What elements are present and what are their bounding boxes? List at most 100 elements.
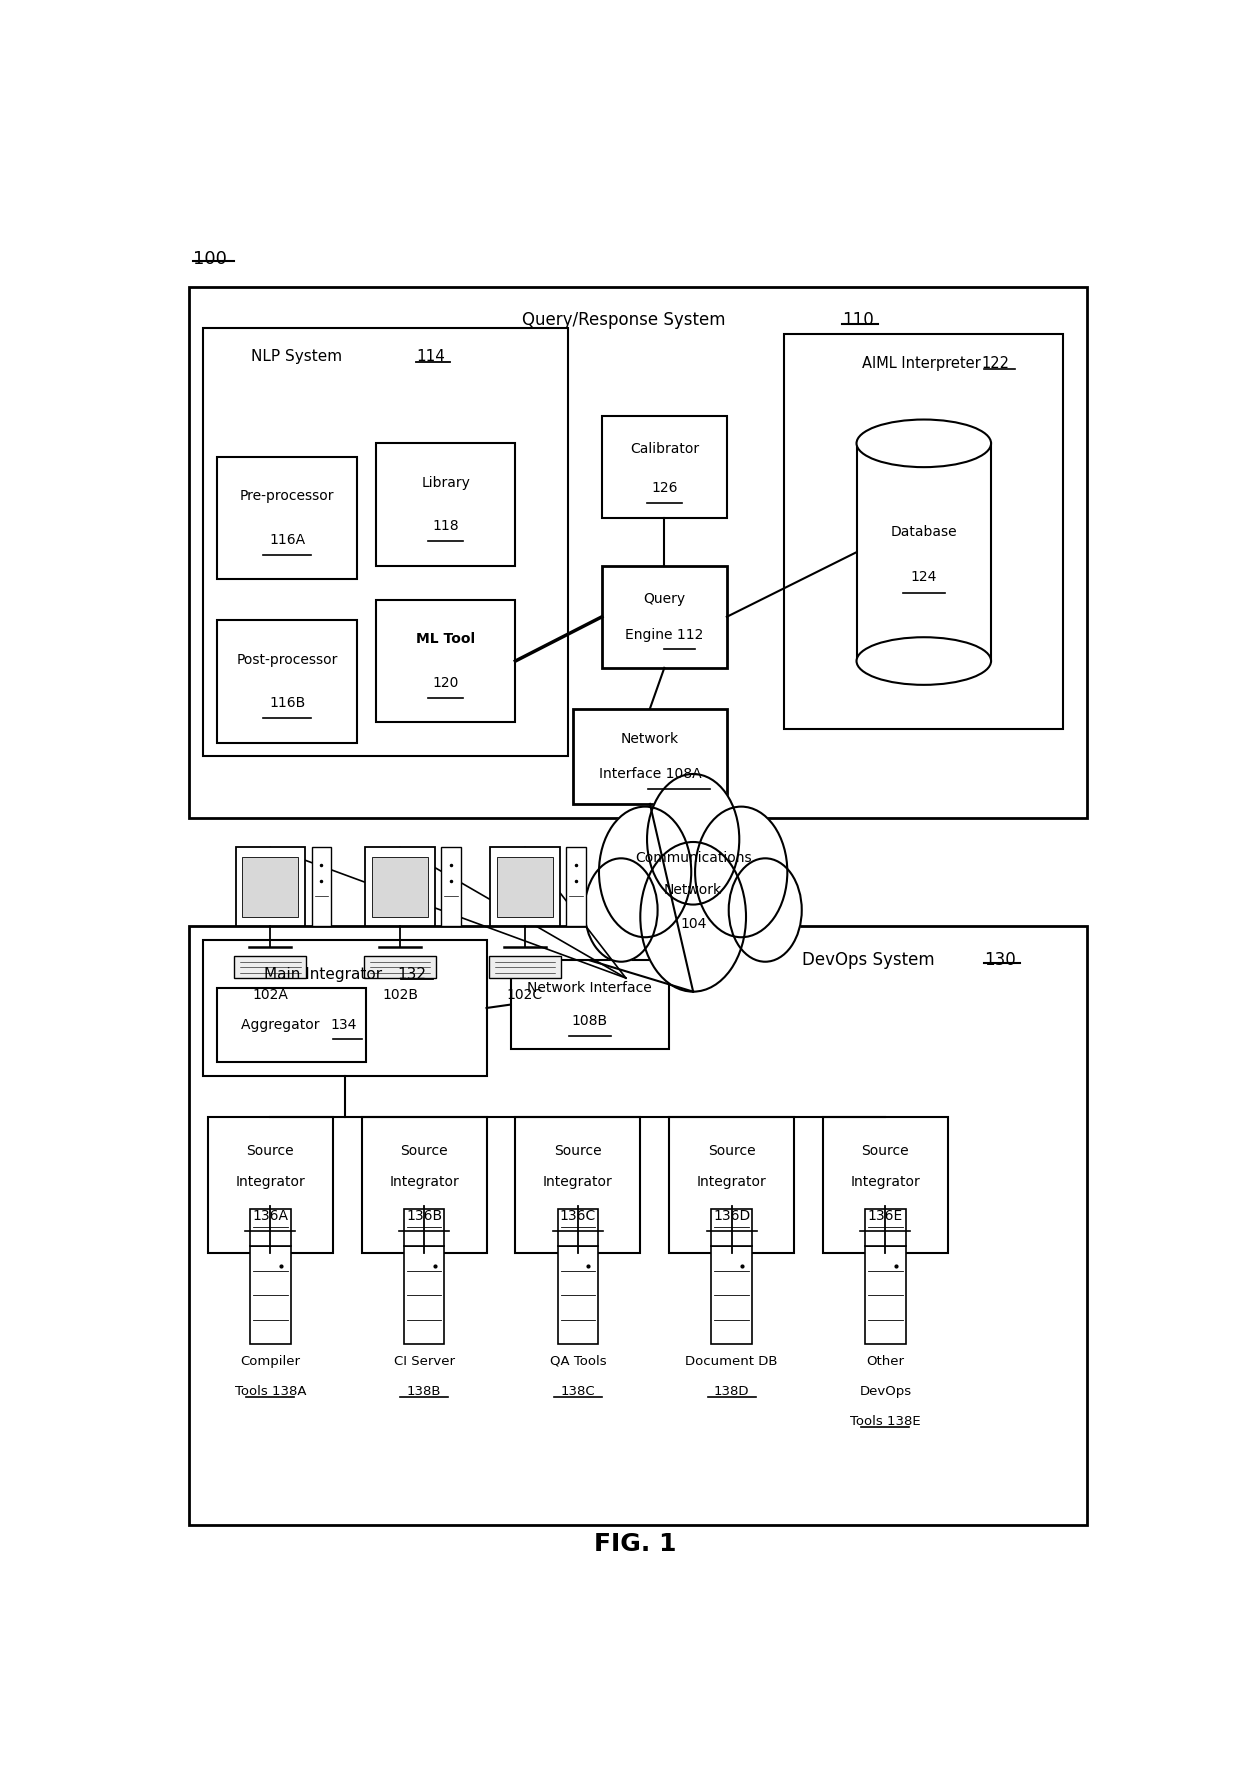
Text: 116B: 116B (269, 696, 305, 710)
Text: 138D: 138D (714, 1385, 749, 1398)
Bar (362, 1117, 486, 1253)
Text: AIML Interpreter: AIML Interpreter (862, 357, 986, 371)
Text: Tools 138E: Tools 138E (851, 1415, 920, 1428)
Text: 104: 104 (680, 917, 707, 931)
Bar (376, 444, 516, 565)
Text: Database: Database (890, 525, 957, 539)
Text: 120: 120 (433, 675, 459, 689)
Bar (490, 848, 559, 926)
Text: Query: Query (644, 592, 686, 606)
Bar (217, 458, 357, 580)
Ellipse shape (857, 638, 991, 686)
Text: 130: 130 (985, 951, 1016, 968)
Bar (670, 1117, 794, 1253)
Bar (250, 1246, 290, 1345)
Text: Compiler: Compiler (241, 1355, 300, 1368)
Text: 116A: 116A (269, 534, 305, 548)
Text: 136C: 136C (559, 1209, 596, 1223)
Bar (785, 334, 1063, 730)
Text: 102A: 102A (253, 988, 288, 1002)
Text: 122: 122 (982, 357, 1009, 371)
Text: Source: Source (247, 1143, 294, 1157)
Text: 136A: 136A (252, 1209, 289, 1223)
Bar (366, 848, 435, 926)
Text: FIG. 1: FIG. 1 (594, 1532, 677, 1557)
Text: 136B: 136B (405, 1209, 443, 1223)
Bar (516, 1117, 640, 1253)
Text: 100: 100 (193, 251, 227, 269)
Text: 126: 126 (651, 481, 677, 495)
Bar (558, 1246, 598, 1345)
Text: 134: 134 (330, 1018, 357, 1032)
Text: Aggregator: Aggregator (241, 1018, 324, 1032)
Bar (866, 1209, 905, 1246)
Bar (372, 857, 428, 917)
Text: Integrator: Integrator (697, 1175, 766, 1189)
Bar (243, 857, 298, 917)
Circle shape (640, 843, 746, 991)
Bar (712, 1209, 751, 1246)
Bar (217, 988, 367, 1062)
Bar (712, 1246, 751, 1345)
Circle shape (647, 774, 739, 905)
Bar (441, 848, 460, 926)
Bar (250, 1209, 290, 1246)
Bar (203, 940, 486, 1076)
Bar (558, 1209, 598, 1246)
Bar (489, 956, 560, 979)
Text: Network: Network (621, 732, 680, 746)
Bar (573, 709, 727, 804)
Text: DevOps System: DevOps System (802, 951, 940, 968)
Bar (866, 1246, 905, 1345)
Text: Source: Source (708, 1143, 755, 1157)
Bar (376, 599, 516, 723)
Circle shape (729, 859, 802, 961)
Circle shape (584, 859, 657, 961)
Text: Pre-processor: Pre-processor (239, 489, 335, 504)
Ellipse shape (857, 419, 991, 466)
Text: Communications: Communications (635, 852, 751, 866)
Bar (404, 1246, 444, 1345)
Bar (365, 956, 436, 979)
Text: Engine 112: Engine 112 (625, 627, 703, 641)
Text: QA Tools: QA Tools (549, 1355, 606, 1368)
Bar (823, 1117, 947, 1253)
Bar (203, 327, 568, 756)
Text: Network: Network (665, 882, 722, 896)
Bar (234, 956, 306, 979)
Text: CI Server: CI Server (393, 1355, 455, 1368)
Text: Calibrator: Calibrator (630, 442, 699, 456)
Text: Integrator: Integrator (389, 1175, 459, 1189)
Circle shape (599, 806, 691, 937)
Bar (217, 620, 357, 742)
Text: Library: Library (422, 475, 470, 489)
Text: Query/Response System: Query/Response System (522, 311, 730, 329)
Text: 138B: 138B (407, 1385, 441, 1398)
Text: DevOps: DevOps (859, 1385, 911, 1398)
Bar (567, 848, 585, 926)
Text: Main Integrator: Main Integrator (264, 967, 387, 982)
Text: 102C: 102C (507, 988, 543, 1002)
Bar (188, 926, 1087, 1525)
Text: Source: Source (862, 1143, 909, 1157)
Text: Integrator: Integrator (543, 1175, 613, 1189)
Text: Source: Source (554, 1143, 601, 1157)
Text: Integrator: Integrator (851, 1175, 920, 1189)
Bar (601, 417, 727, 518)
Text: Source: Source (401, 1143, 448, 1157)
Text: 102B: 102B (382, 988, 418, 1002)
Bar (497, 857, 553, 917)
Text: 136D: 136D (713, 1209, 750, 1223)
Bar (188, 286, 1087, 818)
Bar (857, 444, 991, 661)
Text: Post-processor: Post-processor (237, 652, 337, 666)
Bar (511, 961, 670, 1050)
Text: 136E: 136E (868, 1209, 903, 1223)
Bar (236, 848, 305, 926)
Text: Interface 108A: Interface 108A (599, 767, 702, 781)
Text: ML Tool: ML Tool (417, 633, 475, 647)
Text: Network Interface: Network Interface (527, 981, 652, 995)
Text: Other: Other (867, 1355, 904, 1368)
Bar (208, 1117, 332, 1253)
Text: Document DB: Document DB (686, 1355, 777, 1368)
